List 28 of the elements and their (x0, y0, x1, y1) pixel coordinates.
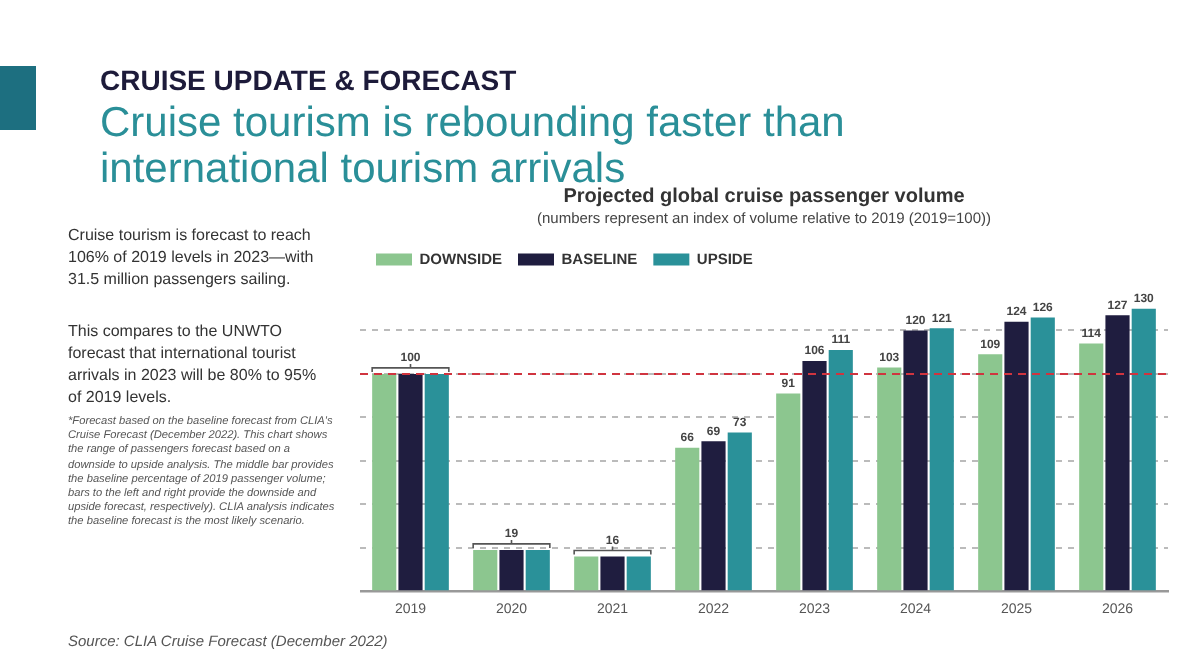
text: Cruise tourism is forecast to reach 106% of 2019 levels in 2023—with 31.5 million passengers sailing. (68, 224, 316, 290)
bar (574, 556, 599, 591)
bar (727, 432, 752, 591)
bar (499, 549, 524, 591)
bar (701, 441, 726, 591)
bar (473, 549, 498, 591)
bar (877, 367, 902, 591)
bar (675, 447, 700, 591)
bar (828, 350, 853, 591)
text: This compares to the UNWTO forecast that international tourist arrivals in 2023 will be 80% to 95% of 2019 levels. (68, 320, 319, 408)
bar (1004, 321, 1029, 591)
bar (1105, 315, 1130, 591)
bar (978, 354, 1003, 591)
bar (372, 373, 397, 591)
bar (1030, 317, 1055, 591)
bar (929, 328, 954, 591)
text: CRUISE UPDATE & FORECAST (100, 64, 517, 96)
bar (424, 373, 449, 591)
chart-title: Projected global cruise passenger volume (563, 185, 966, 208)
bar (626, 556, 651, 591)
bar (903, 330, 928, 591)
bar (398, 373, 423, 591)
bar (600, 556, 625, 591)
bar (525, 549, 550, 591)
bar (1131, 308, 1156, 591)
bar (802, 360, 827, 591)
bar (1079, 343, 1104, 591)
bar (776, 393, 801, 591)
